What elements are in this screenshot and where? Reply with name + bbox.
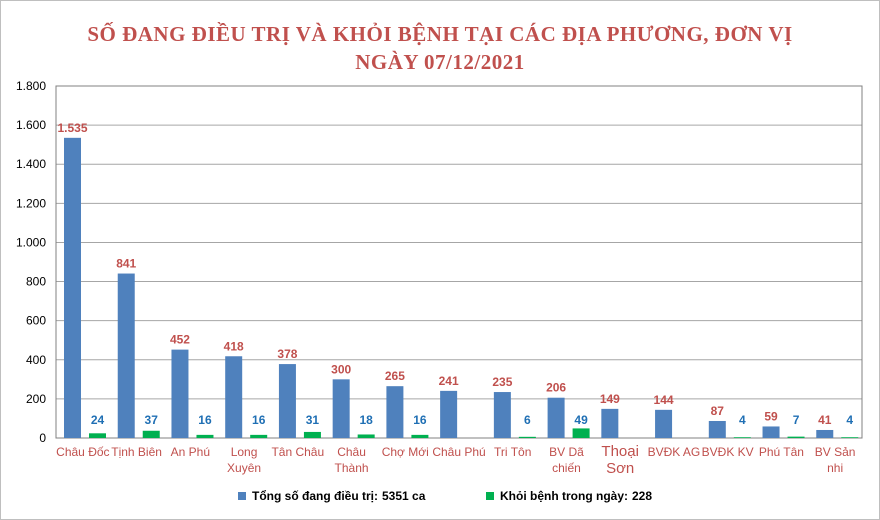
- data-label-total: 87: [711, 404, 725, 418]
- x-tick-label: Chợ Mới: [382, 445, 429, 459]
- data-label-total: 452: [170, 333, 190, 347]
- bar-recovered: [841, 437, 859, 438]
- x-tick-label: Châu: [337, 445, 366, 459]
- x-tick-label: chiến: [552, 461, 581, 475]
- x-tick-label: An Phú: [171, 445, 210, 459]
- data-label-total: 235: [492, 375, 512, 389]
- bar-recovered: [196, 434, 214, 438]
- x-tick-label: Châu Phú: [432, 445, 485, 459]
- bar-total: [440, 390, 458, 438]
- data-label-total: 144: [654, 393, 674, 407]
- y-tick-label: 1.400: [16, 157, 46, 171]
- x-tick-label: BVĐK KV: [702, 445, 754, 459]
- bar-total: [386, 386, 404, 438]
- x-tick-label: Long: [231, 445, 258, 459]
- data-label-total: 841: [116, 257, 136, 271]
- x-tick-label: Thành: [335, 461, 369, 475]
- x-tick-label: Tịnh Biên: [111, 445, 162, 459]
- data-label-recovered: 18: [359, 413, 373, 427]
- x-tick-label: nhi: [827, 461, 843, 475]
- y-tick-label: 1.200: [16, 196, 46, 210]
- data-label-recovered: 31: [306, 413, 320, 427]
- data-label-recovered: 24: [91, 413, 105, 427]
- x-tick-label: Tân Châu: [271, 445, 324, 459]
- bar-recovered: [787, 436, 805, 438]
- x-tick-label: Sơn: [606, 460, 634, 477]
- data-label-total: 206: [546, 381, 566, 395]
- bar-total: [225, 356, 243, 438]
- y-tick-label: 1.800: [16, 79, 46, 93]
- legend-label-recovered: Khỏi bệnh trong ngày:: [500, 489, 628, 503]
- bar-total: [117, 273, 135, 438]
- bar-total: [332, 379, 350, 438]
- data-label-recovered: 49: [574, 413, 588, 427]
- data-label-total: 149: [600, 392, 620, 406]
- plot-area: [55, 85, 863, 439]
- bar-total: [64, 137, 81, 439]
- x-tick-label: Xuyên: [227, 461, 261, 475]
- bar-total: [171, 349, 189, 438]
- bar-recovered: [303, 431, 321, 438]
- legend-swatch-total: [238, 492, 246, 500]
- data-label-total: 241: [439, 374, 459, 388]
- bar-recovered: [142, 430, 160, 438]
- data-label-recovered: 16: [198, 413, 212, 427]
- data-label-recovered: 4: [739, 413, 746, 427]
- x-tick-label: Phú Tân: [759, 445, 804, 459]
- y-tick-label: 0: [39, 431, 46, 445]
- bar-recovered: [411, 434, 429, 438]
- legend-item-recovered: Khỏi bệnh trong ngày: 228: [486, 489, 652, 503]
- data-label-total: 41: [818, 413, 832, 427]
- bar-recovered: [357, 434, 375, 438]
- bar-total: [708, 420, 726, 438]
- bar-total: [601, 408, 619, 438]
- bar-total: [547, 397, 565, 438]
- bar-total: [493, 392, 511, 438]
- data-label-total: 59: [764, 409, 778, 423]
- legend-label-total: Tổng số đang điều trị:: [252, 489, 378, 503]
- bar-total: [278, 364, 296, 438]
- legend-swatch-recovered: [486, 492, 494, 500]
- data-label-recovered: 37: [145, 413, 159, 427]
- data-label-total: 378: [277, 347, 297, 361]
- bar-recovered: [518, 436, 536, 438]
- bar-total: [762, 426, 780, 438]
- x-tick-label: BV Sản: [815, 445, 856, 459]
- y-tick-label: 1.000: [16, 235, 46, 249]
- data-label-total: 265: [385, 369, 405, 383]
- bar-recovered: [250, 434, 268, 438]
- legend-value-recovered: 228: [632, 489, 653, 503]
- y-tick-label: 600: [26, 314, 46, 328]
- data-label-recovered: 7: [793, 413, 800, 427]
- y-tick-label: 400: [26, 353, 46, 367]
- y-tick-label: 1.600: [16, 118, 46, 132]
- data-label-total: 1.535: [57, 121, 87, 135]
- bar-total: [816, 429, 834, 438]
- chart-subtitle-date: NGÀY 07/12/2021: [355, 50, 525, 74]
- data-label-recovered: 6: [524, 413, 531, 427]
- y-tick-label: 800: [26, 275, 46, 289]
- data-label-recovered: 4: [846, 413, 853, 427]
- x-tick-label: Tri Tôn: [494, 445, 531, 459]
- data-label-recovered: 16: [252, 413, 266, 427]
- bar-recovered: [733, 437, 751, 438]
- data-label-total: 300: [331, 362, 351, 376]
- bar-recovered: [572, 428, 590, 438]
- data-label-recovered: 16: [413, 413, 427, 427]
- legend-item-total: Tổng số đang điều trị: 5351 ca: [238, 489, 425, 503]
- x-tick-label: BVĐK AG: [648, 445, 701, 459]
- x-tick-label: Thoại: [601, 443, 639, 460]
- x-tick-label: BV Dã: [549, 445, 584, 459]
- bar-recovered: [89, 433, 106, 438]
- y-tick-label: 200: [26, 392, 46, 406]
- x-tick-label: Châu Đốc: [56, 445, 109, 459]
- chart-title: SỐ ĐANG ĐIỀU TRỊ VÀ KHỎI BỆNH TẠI CÁC ĐỊ…: [87, 22, 793, 46]
- bar-total: [655, 409, 673, 438]
- legend-value-total: 5351 ca: [382, 489, 426, 503]
- data-label-total: 418: [224, 339, 244, 353]
